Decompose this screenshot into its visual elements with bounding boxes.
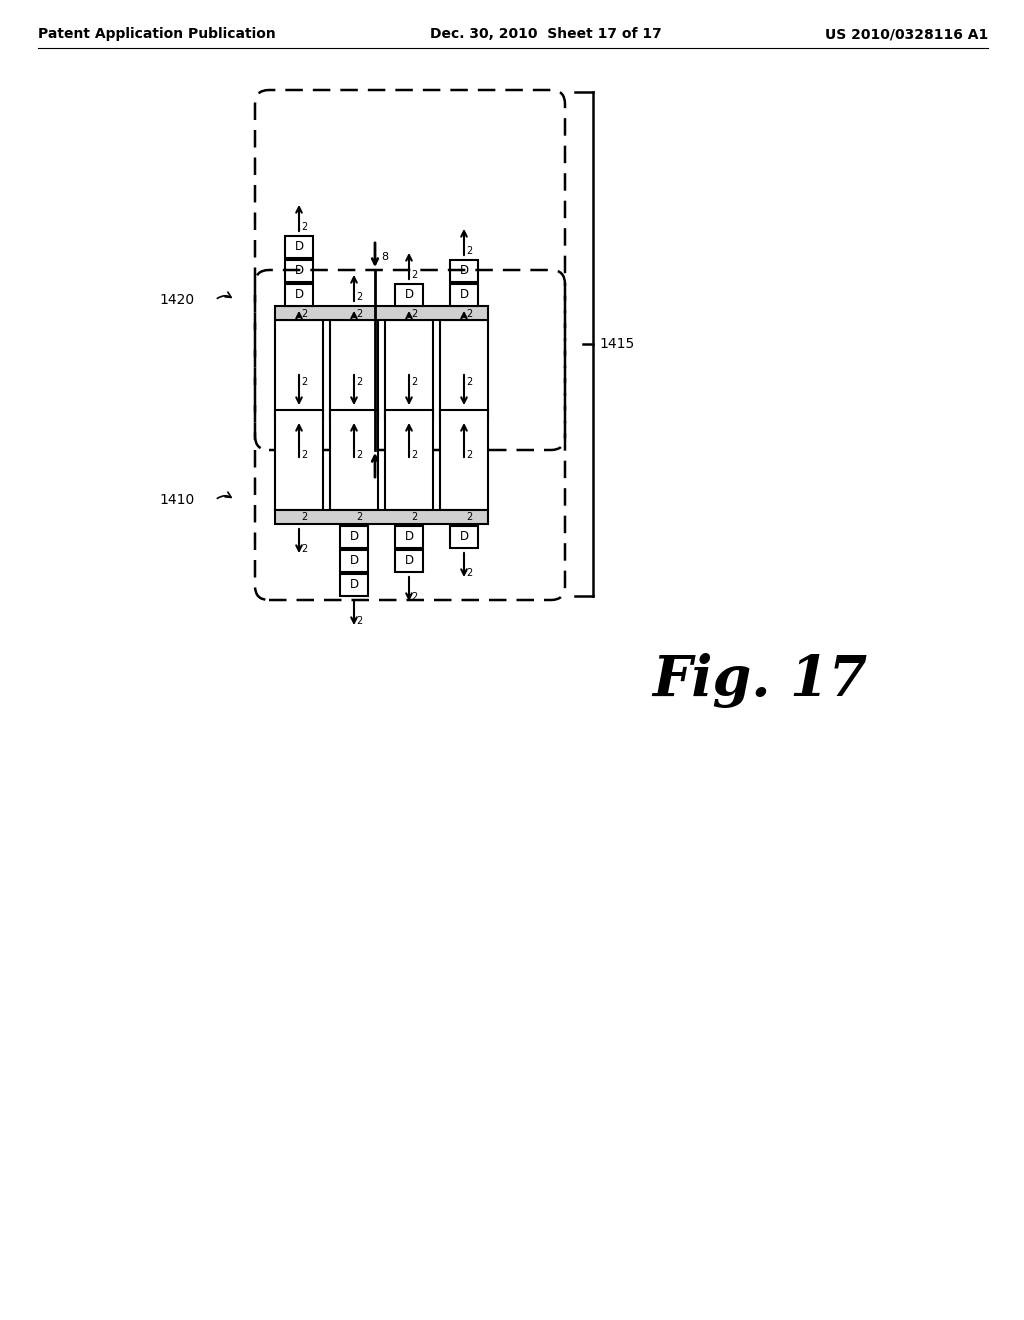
Text: 8: 8 xyxy=(381,252,388,261)
Text: D: D xyxy=(460,531,469,544)
Text: D: D xyxy=(295,264,303,277)
Text: D: D xyxy=(295,289,303,301)
Text: 2: 2 xyxy=(466,246,472,256)
Text: 2: 2 xyxy=(466,568,472,578)
Bar xyxy=(330,411,378,510)
Bar xyxy=(395,550,423,572)
Text: 2: 2 xyxy=(301,378,307,387)
Text: Dec. 30, 2010  Sheet 17 of 17: Dec. 30, 2010 Sheet 17 of 17 xyxy=(430,26,662,41)
Bar xyxy=(450,260,478,282)
Text: 1415: 1415 xyxy=(599,337,634,351)
Text: 2: 2 xyxy=(356,292,362,302)
Text: 2: 2 xyxy=(466,512,472,521)
Text: D: D xyxy=(349,554,358,568)
Bar xyxy=(450,525,478,548)
Text: D: D xyxy=(295,240,303,253)
Text: 2: 2 xyxy=(356,616,362,626)
Text: D: D xyxy=(404,554,414,568)
Text: 2: 2 xyxy=(466,450,472,459)
Text: D: D xyxy=(460,289,469,301)
Text: US 2010/0328116 A1: US 2010/0328116 A1 xyxy=(824,26,988,41)
Text: 2: 2 xyxy=(411,271,417,280)
Bar xyxy=(385,319,433,420)
Text: 2: 2 xyxy=(356,309,362,319)
Text: 2: 2 xyxy=(301,309,307,319)
Text: 2: 2 xyxy=(466,309,472,319)
Bar xyxy=(440,319,488,420)
Bar xyxy=(340,574,368,597)
Text: D: D xyxy=(349,578,358,591)
Text: D: D xyxy=(404,289,414,301)
Text: 2: 2 xyxy=(356,378,362,387)
Text: Fig. 17: Fig. 17 xyxy=(652,652,867,708)
Text: D: D xyxy=(404,531,414,544)
Bar xyxy=(340,525,368,548)
Bar xyxy=(275,510,488,524)
Text: 2: 2 xyxy=(301,512,307,521)
Text: D: D xyxy=(460,264,469,277)
Text: 2: 2 xyxy=(356,512,362,521)
Bar xyxy=(450,284,478,306)
Text: Patent Application Publication: Patent Application Publication xyxy=(38,26,275,41)
Bar xyxy=(395,525,423,548)
Text: 2: 2 xyxy=(411,512,417,521)
Text: 1420: 1420 xyxy=(160,293,195,308)
Text: 1410: 1410 xyxy=(160,492,195,507)
Bar xyxy=(285,236,313,257)
Bar xyxy=(330,319,378,420)
Text: 2: 2 xyxy=(301,222,307,232)
Bar xyxy=(395,284,423,306)
Text: D: D xyxy=(349,531,358,544)
Text: 2: 2 xyxy=(411,450,417,459)
Bar xyxy=(440,411,488,510)
Bar xyxy=(340,550,368,572)
Text: 2: 2 xyxy=(411,309,417,319)
Bar xyxy=(275,319,323,420)
Bar xyxy=(285,260,313,282)
Bar xyxy=(385,411,433,510)
Bar xyxy=(285,284,313,306)
Text: 2: 2 xyxy=(356,450,362,459)
Bar xyxy=(275,411,323,510)
Text: 2: 2 xyxy=(301,544,307,554)
Text: 2: 2 xyxy=(466,378,472,387)
Text: 2: 2 xyxy=(411,591,417,602)
Bar xyxy=(275,306,488,319)
Text: 2: 2 xyxy=(301,450,307,459)
Text: 2: 2 xyxy=(411,378,417,387)
